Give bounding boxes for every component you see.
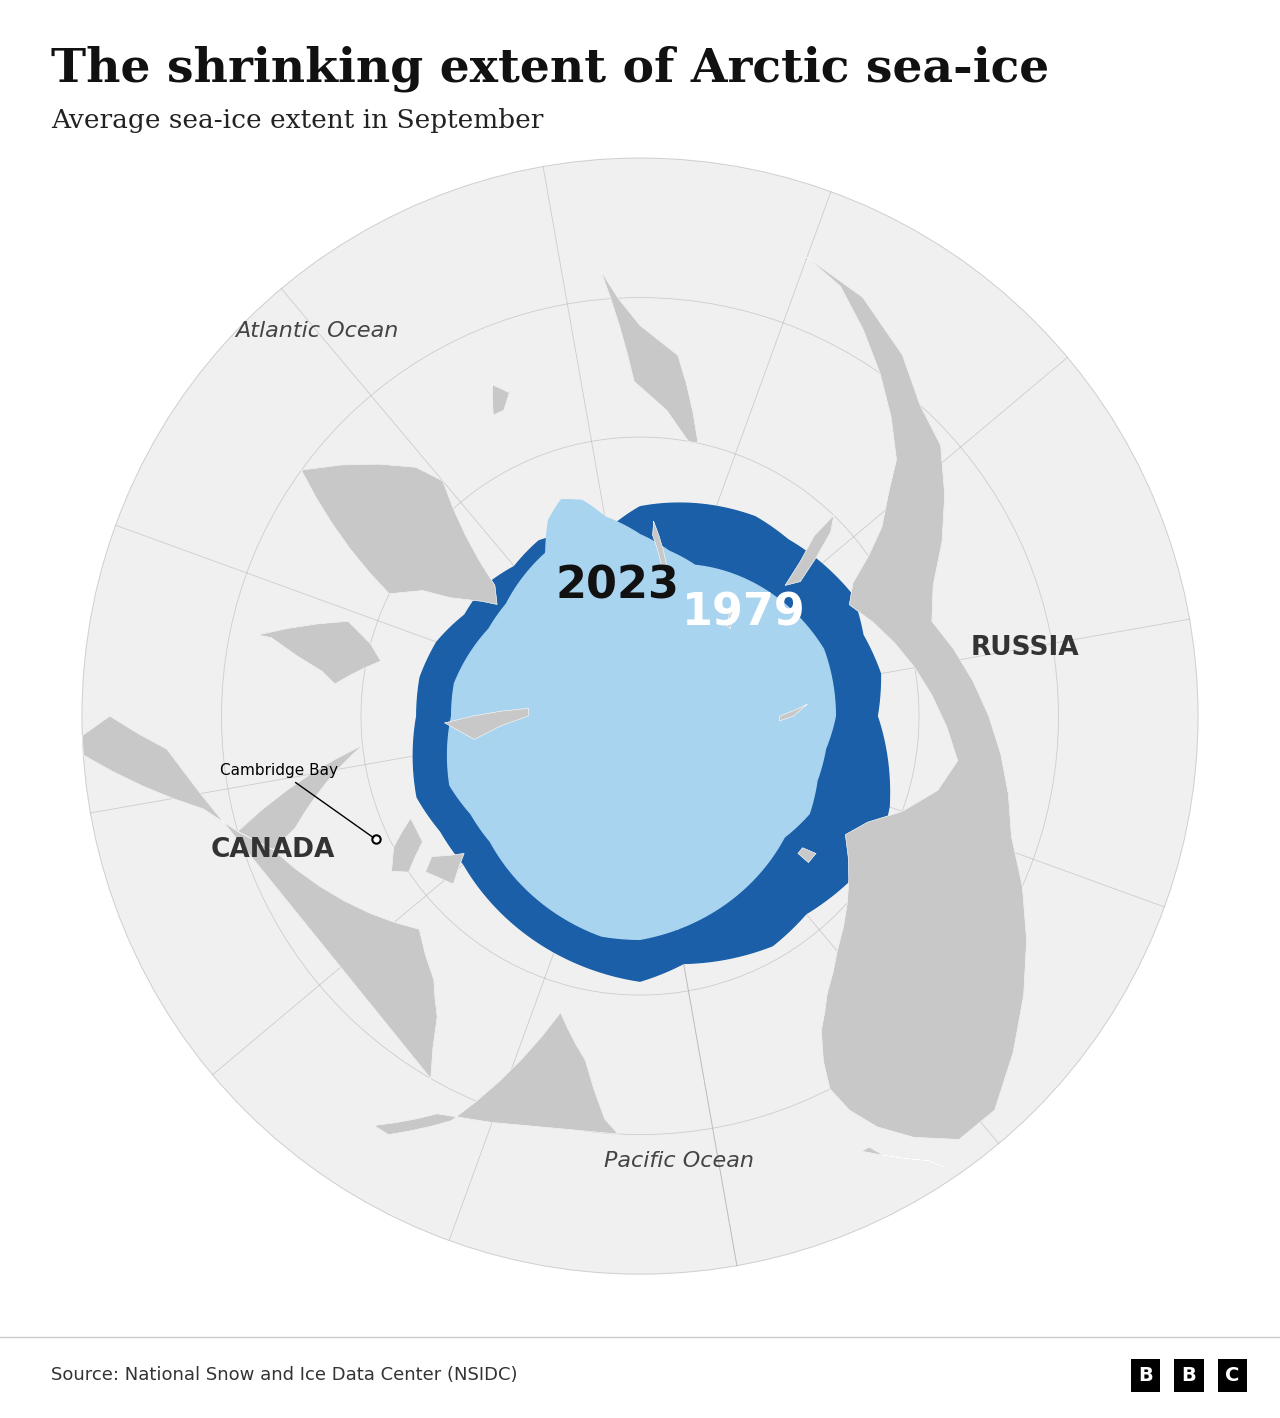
Text: CANADA: CANADA	[211, 837, 335, 862]
Text: Average sea-ice extent in September: Average sea-ice extent in September	[51, 108, 544, 133]
Polygon shape	[413, 503, 890, 981]
Text: 2023: 2023	[556, 564, 678, 607]
Polygon shape	[653, 522, 667, 564]
Polygon shape	[425, 854, 465, 883]
Text: RUSSIA: RUSSIA	[970, 635, 1079, 661]
Text: The shrinking extent of Arctic sea-ice: The shrinking extent of Arctic sea-ice	[51, 45, 1050, 92]
Text: B: B	[1181, 1366, 1197, 1385]
Polygon shape	[806, 257, 1027, 1140]
Text: Pacific Ocean: Pacific Ocean	[604, 1151, 754, 1171]
Text: Atlantic Ocean: Atlantic Ocean	[236, 322, 399, 342]
Polygon shape	[301, 464, 497, 604]
Polygon shape	[238, 746, 362, 849]
Text: C: C	[1225, 1366, 1240, 1385]
Text: 1979: 1979	[682, 591, 805, 634]
Polygon shape	[797, 848, 815, 862]
Polygon shape	[259, 621, 380, 683]
Polygon shape	[82, 716, 438, 1079]
Polygon shape	[861, 1147, 945, 1167]
Polygon shape	[448, 499, 836, 939]
Polygon shape	[392, 818, 422, 872]
Polygon shape	[445, 709, 529, 739]
Polygon shape	[493, 384, 509, 415]
Polygon shape	[727, 610, 732, 628]
Text: Cambridge Bay: Cambridge Bay	[220, 763, 374, 838]
Polygon shape	[780, 705, 806, 720]
Text: Source: National Snow and Ice Data Center (NSIDC): Source: National Snow and Ice Data Cente…	[51, 1367, 517, 1384]
Circle shape	[82, 157, 1198, 1275]
Polygon shape	[374, 1012, 618, 1134]
Polygon shape	[602, 271, 698, 444]
Text: B: B	[1138, 1366, 1153, 1385]
Polygon shape	[785, 515, 833, 586]
